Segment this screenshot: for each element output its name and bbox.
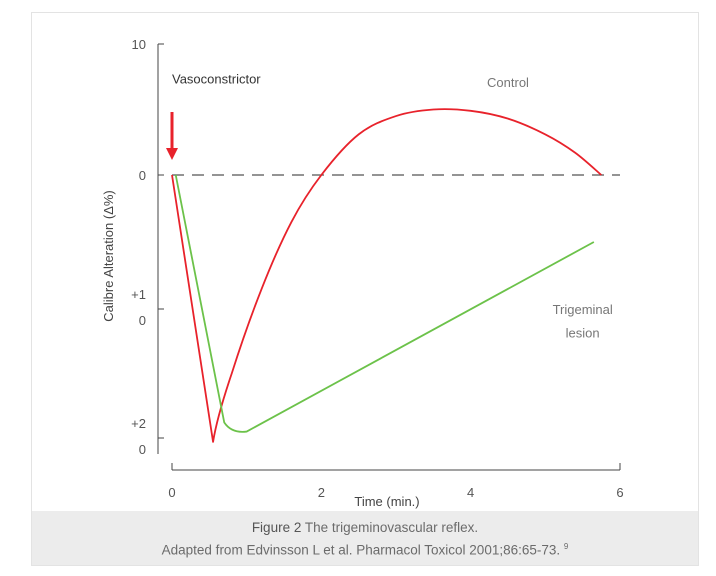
y-axis-title: Calibre Alteration (Δ%) <box>101 190 116 322</box>
caption-source-line: Adapted from Edvinsson L et al. Pharmaco… <box>32 537 698 561</box>
x-tick-label: 4 <box>467 485 474 500</box>
caption-title-line: Figure 2 The trigeminovascular reflex. <box>32 519 698 537</box>
annotation-label: Control <box>487 75 529 90</box>
y-tick-label: 0 <box>139 442 146 457</box>
figure-frame <box>31 12 699 566</box>
figure-title: The trigeminovascular reflex. <box>301 520 479 535</box>
x-tick-label: 0 <box>168 485 175 500</box>
reference-number: 9 <box>563 542 569 551</box>
annotation-label: Vasoconstrictor <box>172 71 261 86</box>
figure-label: Figure 2 <box>251 520 302 535</box>
series-line-trigeminal-lesion <box>174 174 595 433</box>
x-tick-label: 6 <box>616 485 623 500</box>
figure-source: Adapted from Edvinsson L et al. Pharmaco… <box>161 542 561 558</box>
annotation-label: lesion <box>566 325 600 340</box>
x-axis-title: Time (min.) <box>354 494 419 509</box>
y-tick-label: 0 <box>139 313 146 328</box>
figure-caption: Figure 2 The trigeminovascular reflex. A… <box>32 511 698 565</box>
x-tick-label: 2 <box>318 485 325 500</box>
y-tick-label: 10 <box>132 37 146 52</box>
annotation-label: Trigeminal <box>553 302 613 317</box>
series-line-control <box>171 108 602 443</box>
vasoconstrictor-arrow-head <box>166 148 178 160</box>
y-tick-label: +2 <box>131 416 146 431</box>
y-tick-label: 0 <box>139 168 146 183</box>
y-tick-label: +1 <box>131 287 146 302</box>
